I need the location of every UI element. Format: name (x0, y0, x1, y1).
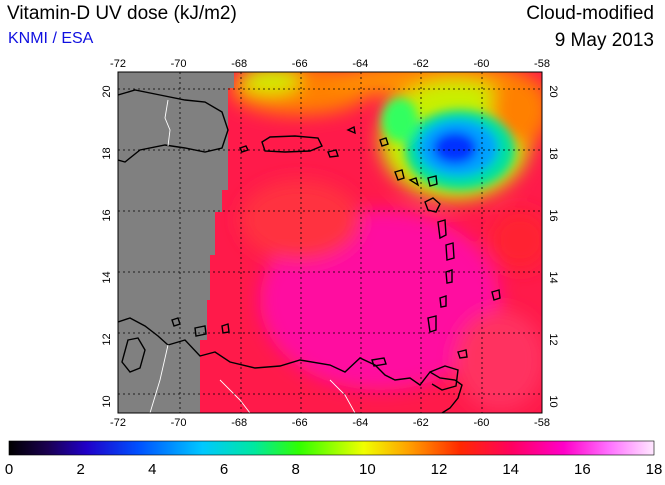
lat-tick-label: 14 (547, 271, 559, 283)
uv-field-patch (382, 98, 418, 142)
lat-tick-label: 12 (101, 333, 113, 345)
margarita-coast (371, 357, 387, 367)
border-line (219, 379, 251, 413)
colorbar-tick-label: 16 (574, 461, 591, 478)
uv-field-patch (433, 132, 477, 164)
lon-axis-top: -72 -70 -68 -66 -64 -62 -60 -58 (110, 58, 550, 70)
curacao-coast (194, 325, 207, 337)
lat-tick-label: 12 (547, 333, 559, 345)
border-line (149, 344, 169, 413)
lon-axis-bottom: -72 -70 -68 -66 -64 -62 -60 -58 (110, 417, 550, 429)
border-line (164, 99, 171, 147)
st-vincent-coast (439, 295, 447, 308)
credit-label: KNMI / ESA (8, 30, 94, 47)
uv-field-patch (240, 180, 360, 260)
lon-tick-label: -64 (352, 417, 368, 429)
lon-tick-label: -66 (292, 58, 308, 70)
dominica-coast (437, 219, 447, 240)
trinidad-coast (429, 365, 459, 391)
map-grid (118, 72, 542, 413)
lon-tick-label: -58 (534, 417, 550, 429)
south-america-coast (118, 317, 463, 413)
puerto-rico-coast (261, 135, 323, 153)
lat-tick-label: 18 (101, 147, 113, 159)
lon-tick-label: -60 (473, 58, 489, 70)
guadeloupe-coast (424, 197, 441, 213)
colorbar-labels: 0 2 4 6 8 10 12 14 16 18 (5, 461, 663, 478)
lat-tick-label: 14 (101, 271, 113, 283)
tobago-coast (457, 349, 468, 359)
colorbar-tick-label: 14 (502, 461, 519, 478)
colorbar-tick-label: 12 (431, 461, 448, 478)
lon-tick-label: -60 (473, 417, 489, 429)
lon-tick-label: -68 (231, 417, 247, 429)
st-lucia-coast (445, 269, 453, 284)
colorbar-tick-label: 2 (76, 461, 84, 478)
colorbar-tick-label: 18 (646, 461, 663, 478)
island-coast (379, 137, 389, 147)
colorbar-tick-label: 8 (291, 461, 299, 478)
island-coast (327, 149, 339, 158)
lon-tick-label: -70 (171, 58, 187, 70)
lat-tick-label: 16 (101, 209, 113, 221)
border-line (329, 379, 356, 413)
hispaniola-coast (118, 89, 229, 163)
uv-field-patch (490, 210, 542, 270)
map-plot-area (118, 72, 542, 413)
lat-tick-label: 18 (547, 147, 559, 159)
lon-tick-label: -62 (413, 417, 429, 429)
bonaire-coast (221, 323, 230, 334)
lon-tick-label: -66 (292, 417, 308, 429)
colorbar-tick-label: 4 (148, 461, 156, 478)
coastlines (118, 89, 501, 413)
uv-field-patch (240, 72, 300, 94)
lon-tick-label: -72 (110, 417, 126, 429)
colorbar-tick-label: 6 (220, 461, 228, 478)
island-coast (427, 175, 438, 187)
colorbar (8, 440, 655, 456)
lon-tick-label: -64 (352, 58, 368, 70)
product-label: Cloud-modified (526, 3, 654, 24)
country-borders (149, 99, 356, 413)
lon-tick-label: -58 (534, 58, 550, 70)
island-coast (408, 177, 420, 187)
date-label: 9 May 2013 (554, 30, 654, 51)
island-coast (394, 169, 405, 181)
lat-axis-left: 10 12 14 16 18 20 (101, 85, 113, 407)
lat-tick-label: 20 (101, 85, 113, 97)
map-title: Vitamin-D UV dose (kJ/m2) (7, 3, 237, 24)
lat-tick-label: 10 (547, 395, 559, 407)
colorbar-tick-label: 10 (359, 461, 376, 478)
colorbar-tick-label: 0 (5, 461, 13, 478)
lon-tick-label: -70 (171, 417, 187, 429)
grenada-coast (427, 315, 437, 333)
martinique-coast (445, 242, 455, 261)
lon-tick-label: -72 (110, 58, 126, 70)
lon-tick-label: -62 (413, 58, 429, 70)
lat-tick-label: 10 (101, 395, 113, 407)
island-coast (346, 125, 356, 135)
lat-tick-label: 16 (547, 209, 559, 221)
lon-tick-label: -68 (231, 58, 247, 70)
barbados-coast (491, 289, 501, 301)
lat-axis-right: 10 12 14 16 18 20 (547, 85, 559, 407)
uv-field-patch (455, 310, 542, 410)
lat-tick-label: 20 (547, 85, 559, 97)
lake-maracaibo (121, 337, 146, 373)
map-frame (117, 71, 543, 414)
